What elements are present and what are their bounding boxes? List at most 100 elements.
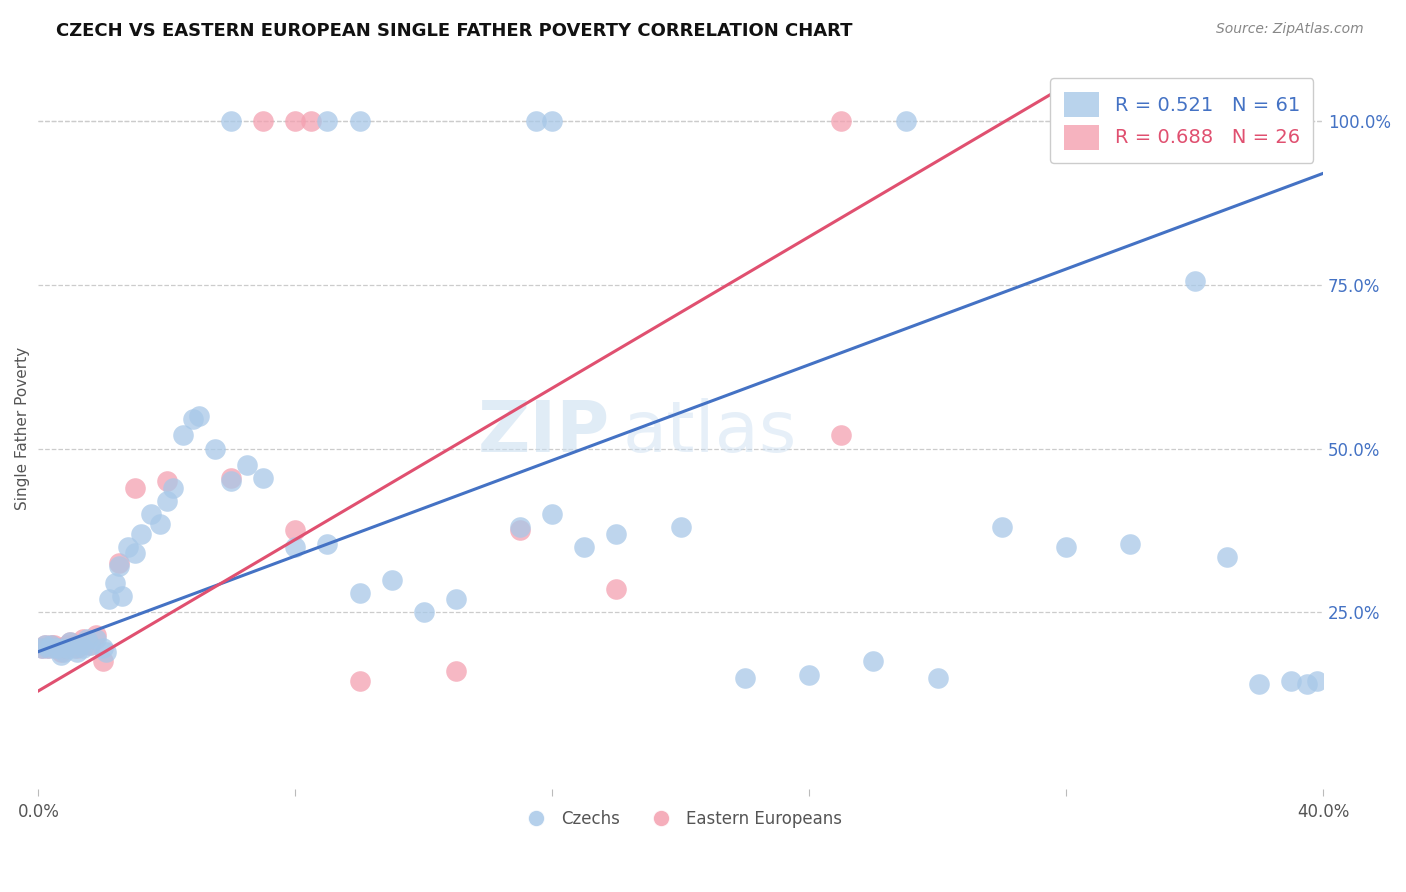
Point <box>574 540 596 554</box>
Point <box>605 526 627 541</box>
Point <box>46 641 69 656</box>
Point <box>1305 674 1327 689</box>
Point <box>349 114 371 128</box>
Point <box>381 573 404 587</box>
Point <box>39 638 62 652</box>
Point <box>219 114 242 128</box>
Point <box>98 592 121 607</box>
Point <box>1184 114 1206 128</box>
Point <box>117 540 139 554</box>
Point <box>349 674 371 689</box>
Point <box>1279 674 1302 689</box>
Point <box>124 481 146 495</box>
Point <box>46 641 69 656</box>
Point <box>1119 536 1142 550</box>
Point <box>524 114 547 128</box>
Point <box>34 638 56 652</box>
Point <box>156 494 179 508</box>
Point <box>56 638 79 652</box>
Point <box>104 575 127 590</box>
Point <box>53 645 76 659</box>
Point <box>236 458 259 472</box>
Point <box>284 524 307 538</box>
Text: CZECH VS EASTERN EUROPEAN SINGLE FATHER POVERTY CORRELATION CHART: CZECH VS EASTERN EUROPEAN SINGLE FATHER … <box>56 22 853 40</box>
Point <box>53 641 76 656</box>
Point <box>509 524 531 538</box>
Point <box>830 428 852 442</box>
Point <box>59 635 82 649</box>
Point <box>1216 114 1239 128</box>
Point <box>252 471 274 485</box>
Point <box>49 645 72 659</box>
Point <box>49 648 72 662</box>
Text: atlas: atlas <box>623 398 797 467</box>
Point <box>91 655 114 669</box>
Point <box>444 665 467 679</box>
Y-axis label: Single Father Poverty: Single Father Poverty <box>15 347 30 510</box>
Point <box>605 582 627 597</box>
Point <box>162 481 184 495</box>
Point <box>156 475 179 489</box>
Point <box>509 520 531 534</box>
Point <box>72 632 94 646</box>
Point <box>187 409 209 423</box>
Point <box>862 655 884 669</box>
Point <box>44 638 66 652</box>
Point <box>1184 275 1206 289</box>
Point <box>204 442 226 456</box>
Point <box>62 641 84 656</box>
Point <box>219 475 242 489</box>
Point <box>72 641 94 656</box>
Point <box>1216 549 1239 564</box>
Point <box>37 641 59 656</box>
Point <box>62 638 84 652</box>
Point <box>91 641 114 656</box>
Point <box>31 641 53 656</box>
Point <box>181 412 204 426</box>
Point <box>69 638 91 652</box>
Point <box>84 628 107 642</box>
Point <box>349 585 371 599</box>
Point <box>830 114 852 128</box>
Point <box>444 592 467 607</box>
Point <box>1054 540 1077 554</box>
Point <box>894 114 917 128</box>
Point <box>124 546 146 560</box>
Point <box>252 114 274 128</box>
Point <box>669 520 692 534</box>
Text: ZIP: ZIP <box>478 398 610 467</box>
Point <box>316 114 339 128</box>
Point <box>284 114 307 128</box>
Text: Source: ZipAtlas.com: Source: ZipAtlas.com <box>1216 22 1364 37</box>
Point <box>1216 114 1239 128</box>
Point <box>59 635 82 649</box>
Point <box>84 632 107 646</box>
Point <box>79 638 101 652</box>
Point <box>79 638 101 652</box>
Point <box>56 641 79 656</box>
Point <box>66 645 89 659</box>
Point <box>172 428 194 442</box>
Point <box>927 671 949 685</box>
Point <box>34 638 56 652</box>
Point <box>111 589 134 603</box>
Point <box>149 516 172 531</box>
Point <box>412 605 434 619</box>
Point <box>1247 677 1270 691</box>
Legend: Czechs, Eastern Europeans: Czechs, Eastern Europeans <box>512 804 849 835</box>
Point <box>39 638 62 652</box>
Point <box>219 471 242 485</box>
Point <box>299 114 322 128</box>
Point <box>316 536 339 550</box>
Point <box>139 507 162 521</box>
Point <box>734 671 756 685</box>
Point <box>107 556 129 570</box>
Point <box>94 645 117 659</box>
Point <box>76 632 98 646</box>
Point <box>284 540 307 554</box>
Point <box>31 641 53 656</box>
Point <box>129 526 152 541</box>
Point <box>44 641 66 656</box>
Point <box>37 641 59 656</box>
Point <box>541 114 564 128</box>
